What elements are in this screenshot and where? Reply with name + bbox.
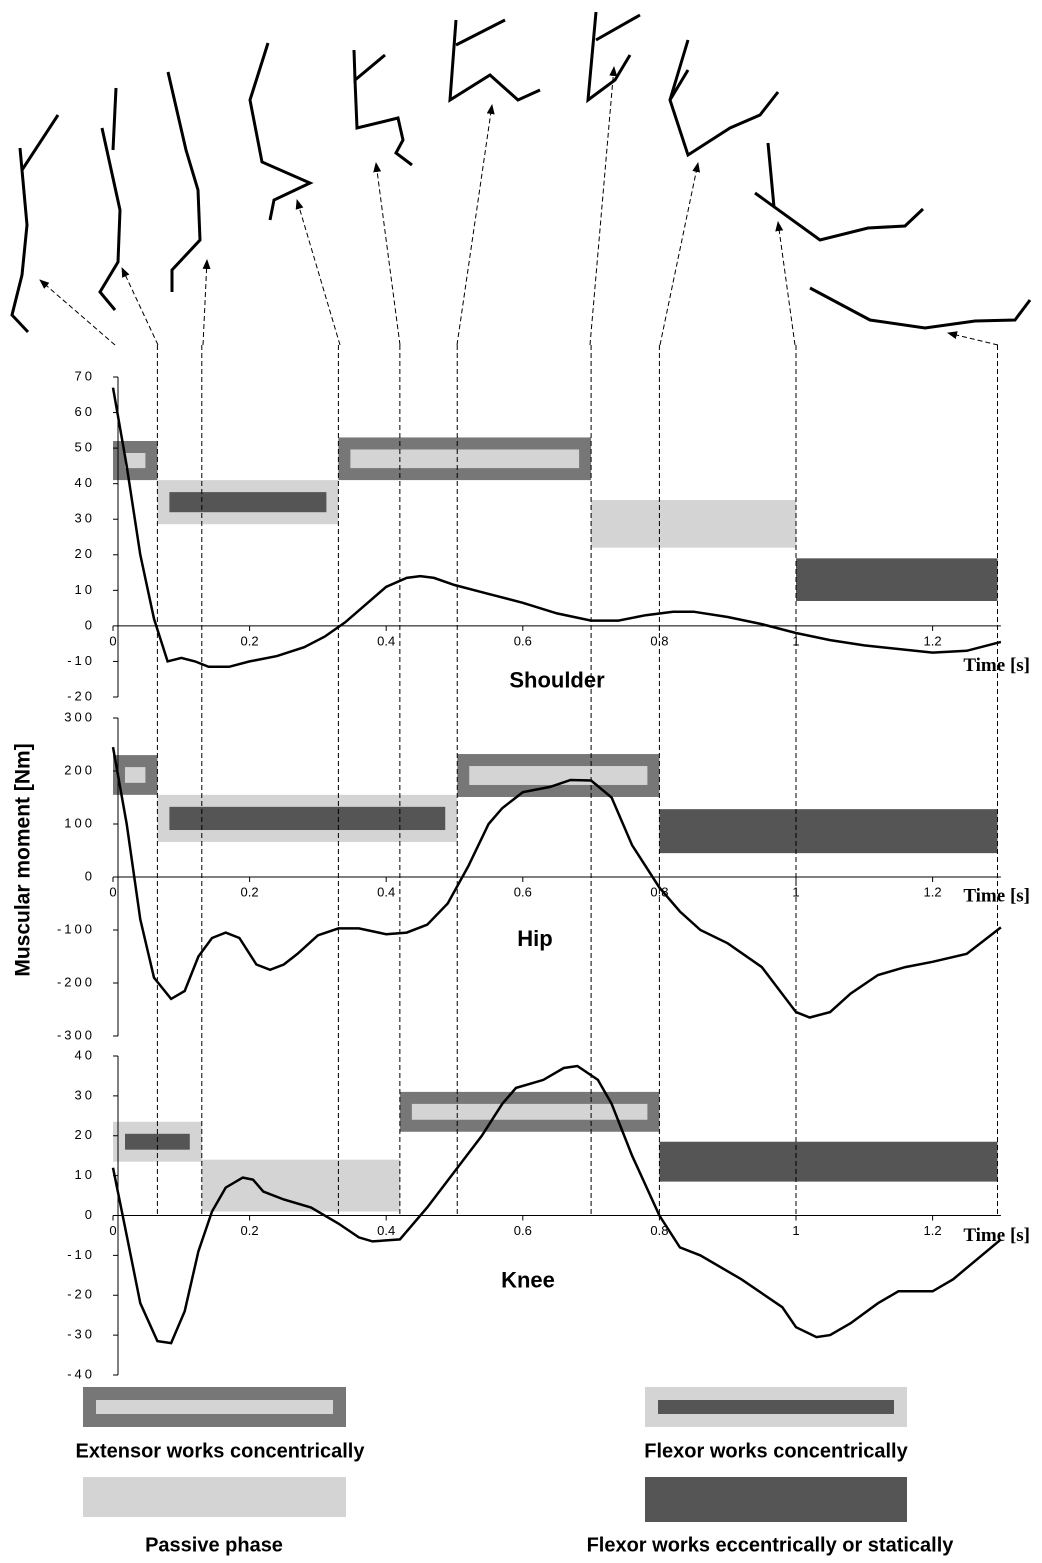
y-tick-label: -10 — [67, 653, 95, 668]
y-tick-label: 100 — [64, 815, 95, 830]
y-tick-label: 0 — [85, 617, 95, 632]
moment-curve — [111, 1064, 1002, 1345]
y-tick-label: -200 — [57, 974, 95, 989]
phase-bar-inner — [169, 806, 446, 831]
legend-swatch-inner — [96, 1400, 333, 1414]
legend-label: Flexor works eccentrically or statically — [587, 1534, 955, 1556]
legend-swatch-inner — [658, 1400, 894, 1414]
x-tick-label: 1 — [792, 633, 799, 648]
x-tick-label: 0.8 — [650, 1223, 668, 1238]
x-tick-label: 0 — [109, 884, 116, 899]
y-tick-label: 20 — [75, 1127, 95, 1142]
phase-bar — [659, 1141, 998, 1182]
phase-bar-inner — [125, 767, 146, 783]
x-tick-label: 1.2 — [924, 633, 942, 648]
y-tick-label: -30 — [67, 1327, 95, 1342]
y-tick-label: -100 — [57, 921, 95, 936]
y-tick-label: 40 — [75, 1047, 95, 1062]
y-tick-label: 10 — [75, 1167, 95, 1182]
y-tick-label: -20 — [67, 688, 95, 703]
phase-bar — [201, 1159, 400, 1212]
x-tick-label: 0 — [109, 1223, 116, 1238]
x-tick-label: 0.6 — [514, 1223, 532, 1238]
phase-bar — [796, 558, 998, 601]
y-tick-label: 50 — [75, 440, 95, 455]
figure-connectors — [39, 66, 999, 346]
legend-label: Flexor works concentrically — [644, 1440, 908, 1462]
chart-title: Knee — [501, 1267, 555, 1292]
y-tick-label: -20 — [67, 1287, 95, 1302]
y-tick-label: 40 — [75, 475, 95, 490]
y-tick-label: 70 — [75, 368, 95, 383]
moment-curve — [111, 746, 1002, 1019]
phase-bar — [591, 500, 796, 548]
x-tick-label: 0.4 — [377, 884, 395, 899]
phase-bar-inner — [411, 1103, 648, 1120]
moment-curve — [111, 387, 1002, 669]
x-tick-label: 0.2 — [241, 633, 259, 648]
x-tick-label: 0.8 — [650, 633, 668, 648]
x-tick-label: 0.2 — [241, 1223, 259, 1238]
y-tick-label: 60 — [75, 404, 95, 419]
x-tick-label: 0 — [109, 633, 116, 648]
x-axis-label: Time [s] — [963, 655, 1030, 676]
y-tick-label: 300 — [64, 709, 95, 724]
x-axis-label: Time [s] — [963, 1225, 1030, 1246]
y-axis-label: Muscular moment [Nm] — [12, 743, 35, 976]
x-tick-label: 0.4 — [377, 633, 395, 648]
phase-bar-inner — [350, 449, 580, 469]
x-axis-label: Time [s] — [963, 885, 1030, 906]
x-tick-label: 0.4 — [377, 1223, 395, 1238]
x-tick-label: 1.2 — [924, 1223, 942, 1238]
y-tick-label: -10 — [67, 1247, 95, 1262]
y-tick-label: 20 — [75, 546, 95, 561]
chart-title: Hip — [517, 926, 552, 951]
y-tick-label: 30 — [75, 1087, 95, 1102]
chart-title: Shoulder — [509, 668, 605, 693]
x-tick-label: 0.2 — [241, 884, 259, 899]
y-tick-label: -40 — [67, 1366, 95, 1381]
y-tick-label: 0 — [85, 868, 95, 883]
phase-bar-inner — [125, 453, 146, 469]
legend-swatch — [645, 1477, 907, 1522]
legend-label: Extensor works concentrically — [75, 1440, 365, 1462]
y-tick-label: 0 — [85, 1207, 95, 1222]
stick-figures — [10, 11, 1032, 334]
legend-swatch — [83, 1477, 346, 1517]
x-tick-label: 0.6 — [514, 633, 532, 648]
phase-bar-inner — [469, 766, 648, 785]
x-tick-label: 0.6 — [514, 884, 532, 899]
phase-bar-inner — [169, 492, 327, 513]
legend-label: Passive phase — [145, 1534, 283, 1556]
y-tick-label: 10 — [75, 582, 95, 597]
x-tick-label: 1.2 — [924, 884, 942, 899]
y-tick-label: 200 — [64, 762, 95, 777]
y-tick-label: 30 — [75, 511, 95, 526]
y-tick-label: -300 — [57, 1027, 95, 1042]
phase-bar — [659, 809, 998, 854]
x-tick-label: 1 — [792, 1223, 799, 1238]
